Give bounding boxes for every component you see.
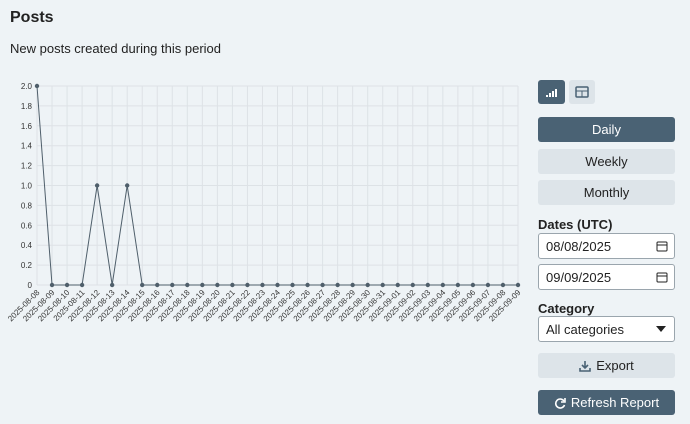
refresh-label: Refresh Report — [570, 395, 660, 410]
y-tick-label: 0.4 — [21, 241, 33, 250]
y-tick-label: 0 — [28, 281, 33, 290]
data-point — [245, 282, 250, 288]
period-button[interactable]: Monthly — [538, 180, 675, 205]
calendar-icon — [656, 272, 668, 283]
dates-label: Dates (UTC) — [538, 217, 613, 232]
data-point — [94, 183, 100, 188]
start-date: 08/08/2025 — [546, 238, 612, 254]
dropdown-caret — [656, 326, 666, 332]
period-button[interactable]: Daily — [538, 117, 675, 142]
data-point — [124, 183, 130, 188]
end-date-input[interactable]: 09/09/2025 — [538, 264, 675, 290]
start-date-input[interactable]: 08/08/2025 — [538, 233, 675, 259]
data-point — [200, 282, 205, 288]
table-view-button[interactable] — [569, 80, 595, 104]
data-point — [260, 282, 265, 288]
refresh-icon — [554, 397, 566, 409]
data-point — [335, 282, 340, 288]
data-point — [455, 282, 461, 288]
page-title: Posts — [10, 9, 54, 26]
data-point — [34, 83, 40, 89]
data-point — [380, 282, 385, 288]
export-button[interactable]: Export — [538, 353, 675, 378]
data-point — [410, 282, 415, 288]
export-label: Export — [596, 358, 634, 373]
data-point — [485, 282, 491, 288]
y-tick-label: 0.2 — [21, 261, 33, 270]
data-point — [140, 282, 145, 288]
data-point — [350, 282, 355, 288]
period-button[interactable]: Weekly — [538, 149, 675, 174]
y-tick-label: 1.8 — [21, 102, 33, 111]
export-icon — [579, 360, 592, 372]
data-point — [320, 282, 325, 288]
y-tick-label: 1.0 — [21, 182, 33, 191]
category-value: All categories — [546, 321, 625, 337]
data-point — [305, 282, 310, 288]
y-tick-label: 1.4 — [21, 142, 33, 151]
y-tick-label: 1.6 — [21, 122, 33, 131]
category-select[interactable]: All categories — [538, 316, 675, 342]
category-label: Category — [538, 301, 595, 316]
y-tick-label: 2.0 — [21, 82, 33, 91]
data-point — [230, 282, 235, 288]
data-point — [170, 282, 175, 288]
chart-view-button[interactable] — [538, 80, 565, 104]
data-point — [155, 282, 160, 288]
data-point — [275, 282, 280, 288]
data-point — [290, 282, 295, 288]
data-point — [440, 282, 446, 288]
calendar-icon — [656, 241, 668, 252]
data-point — [500, 282, 506, 288]
table-icon — [575, 86, 589, 98]
chart: 00.20.40.60.81.01.21.41.61.82.02025-08-0… — [6, 82, 523, 323]
y-tick-label: 0.8 — [21, 201, 33, 210]
end-date: 09/09/2025 — [546, 269, 612, 285]
data-point — [64, 282, 70, 288]
y-tick-label: 1.2 — [21, 162, 33, 171]
data-point — [365, 282, 370, 288]
y-tick-label: 0.6 — [21, 221, 33, 230]
data-point — [109, 282, 115, 288]
chart-icon — [545, 89, 557, 97]
data-point — [425, 282, 431, 288]
data-point — [79, 282, 85, 288]
subtitle: New posts created during this period — [10, 41, 222, 56]
data-point — [395, 282, 400, 288]
data-point — [215, 282, 220, 288]
refresh-button[interactable]: Refresh Report — [538, 390, 675, 415]
data-point — [470, 282, 476, 288]
data-point — [49, 282, 55, 288]
data-point — [185, 282, 190, 288]
data-point — [515, 282, 521, 288]
